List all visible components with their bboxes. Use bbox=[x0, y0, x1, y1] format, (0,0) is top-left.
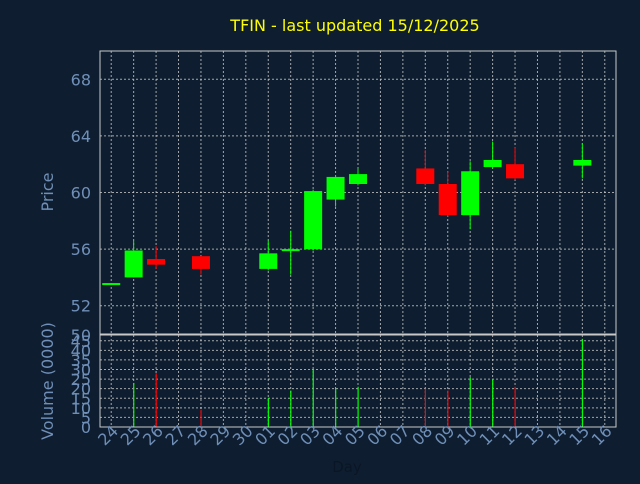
chart-title: TFIN - last updated 15/12/2025 bbox=[229, 16, 479, 35]
candle-body bbox=[259, 253, 278, 269]
volume-tick-label: 0 bbox=[81, 418, 91, 437]
price-plot-frame bbox=[99, 50, 617, 335]
candle-body bbox=[304, 191, 323, 250]
axis-labels: TFIN - last updated 15/12/2025 Price Vol… bbox=[38, 16, 616, 476]
volume-tick-label: 10 bbox=[71, 399, 91, 418]
chart-marks bbox=[102, 141, 592, 427]
candle-body bbox=[326, 176, 345, 200]
candle-body bbox=[191, 256, 210, 269]
candle-body bbox=[573, 159, 592, 166]
candle-body bbox=[281, 249, 300, 252]
candle-body bbox=[147, 259, 166, 265]
volume-plot-frame bbox=[99, 334, 617, 428]
volume-tick-label: 45 bbox=[71, 332, 91, 351]
volume-bar bbox=[469, 377, 471, 427]
volume-bar bbox=[492, 379, 494, 427]
volume-bar bbox=[335, 388, 337, 427]
price-axis-title: Price bbox=[38, 172, 57, 211]
volume-tick-label: 30 bbox=[71, 361, 91, 380]
volume-bar bbox=[357, 386, 359, 427]
price-tick-label: 56 bbox=[71, 240, 91, 259]
day-tick-label: 16 bbox=[588, 421, 616, 449]
candle-body bbox=[349, 174, 367, 185]
volume-tick-label: 5 bbox=[81, 408, 91, 427]
volume-bar bbox=[447, 390, 449, 427]
volume-bar bbox=[581, 338, 584, 427]
volume-bar bbox=[155, 373, 157, 427]
candle-body bbox=[438, 184, 457, 216]
volume-tick-label: 40 bbox=[71, 341, 91, 360]
volume-bar bbox=[312, 369, 314, 427]
x-axis-title: Day bbox=[332, 458, 362, 476]
volume-bar bbox=[514, 386, 516, 427]
candle-body bbox=[102, 283, 121, 286]
volume-tick-label: 25 bbox=[71, 370, 91, 389]
volume-tick-label: 35 bbox=[71, 351, 91, 370]
volume-bar bbox=[424, 388, 427, 427]
volume-tick-label: 20 bbox=[71, 380, 91, 399]
grid bbox=[100, 51, 616, 428]
volume-bar bbox=[290, 390, 292, 427]
price-tick-label: 68 bbox=[71, 70, 91, 89]
volume-tick-label: 15 bbox=[71, 389, 91, 408]
volume-bar bbox=[200, 409, 202, 427]
price-tick-label: 60 bbox=[71, 184, 91, 203]
volume-bar bbox=[267, 398, 269, 427]
candle-body bbox=[506, 164, 525, 179]
price-tick-label: 52 bbox=[71, 297, 91, 316]
price-tick-label: 64 bbox=[71, 127, 91, 146]
volume-axis-title: Volume (0000) bbox=[38, 322, 57, 440]
candle-body bbox=[483, 159, 502, 168]
candle-body bbox=[416, 168, 435, 185]
volume-bar bbox=[133, 382, 135, 427]
volume-top-tick-label: 50 bbox=[71, 326, 91, 345]
candle-body bbox=[461, 171, 480, 216]
axes bbox=[99, 50, 617, 428]
candle-body bbox=[124, 250, 143, 278]
